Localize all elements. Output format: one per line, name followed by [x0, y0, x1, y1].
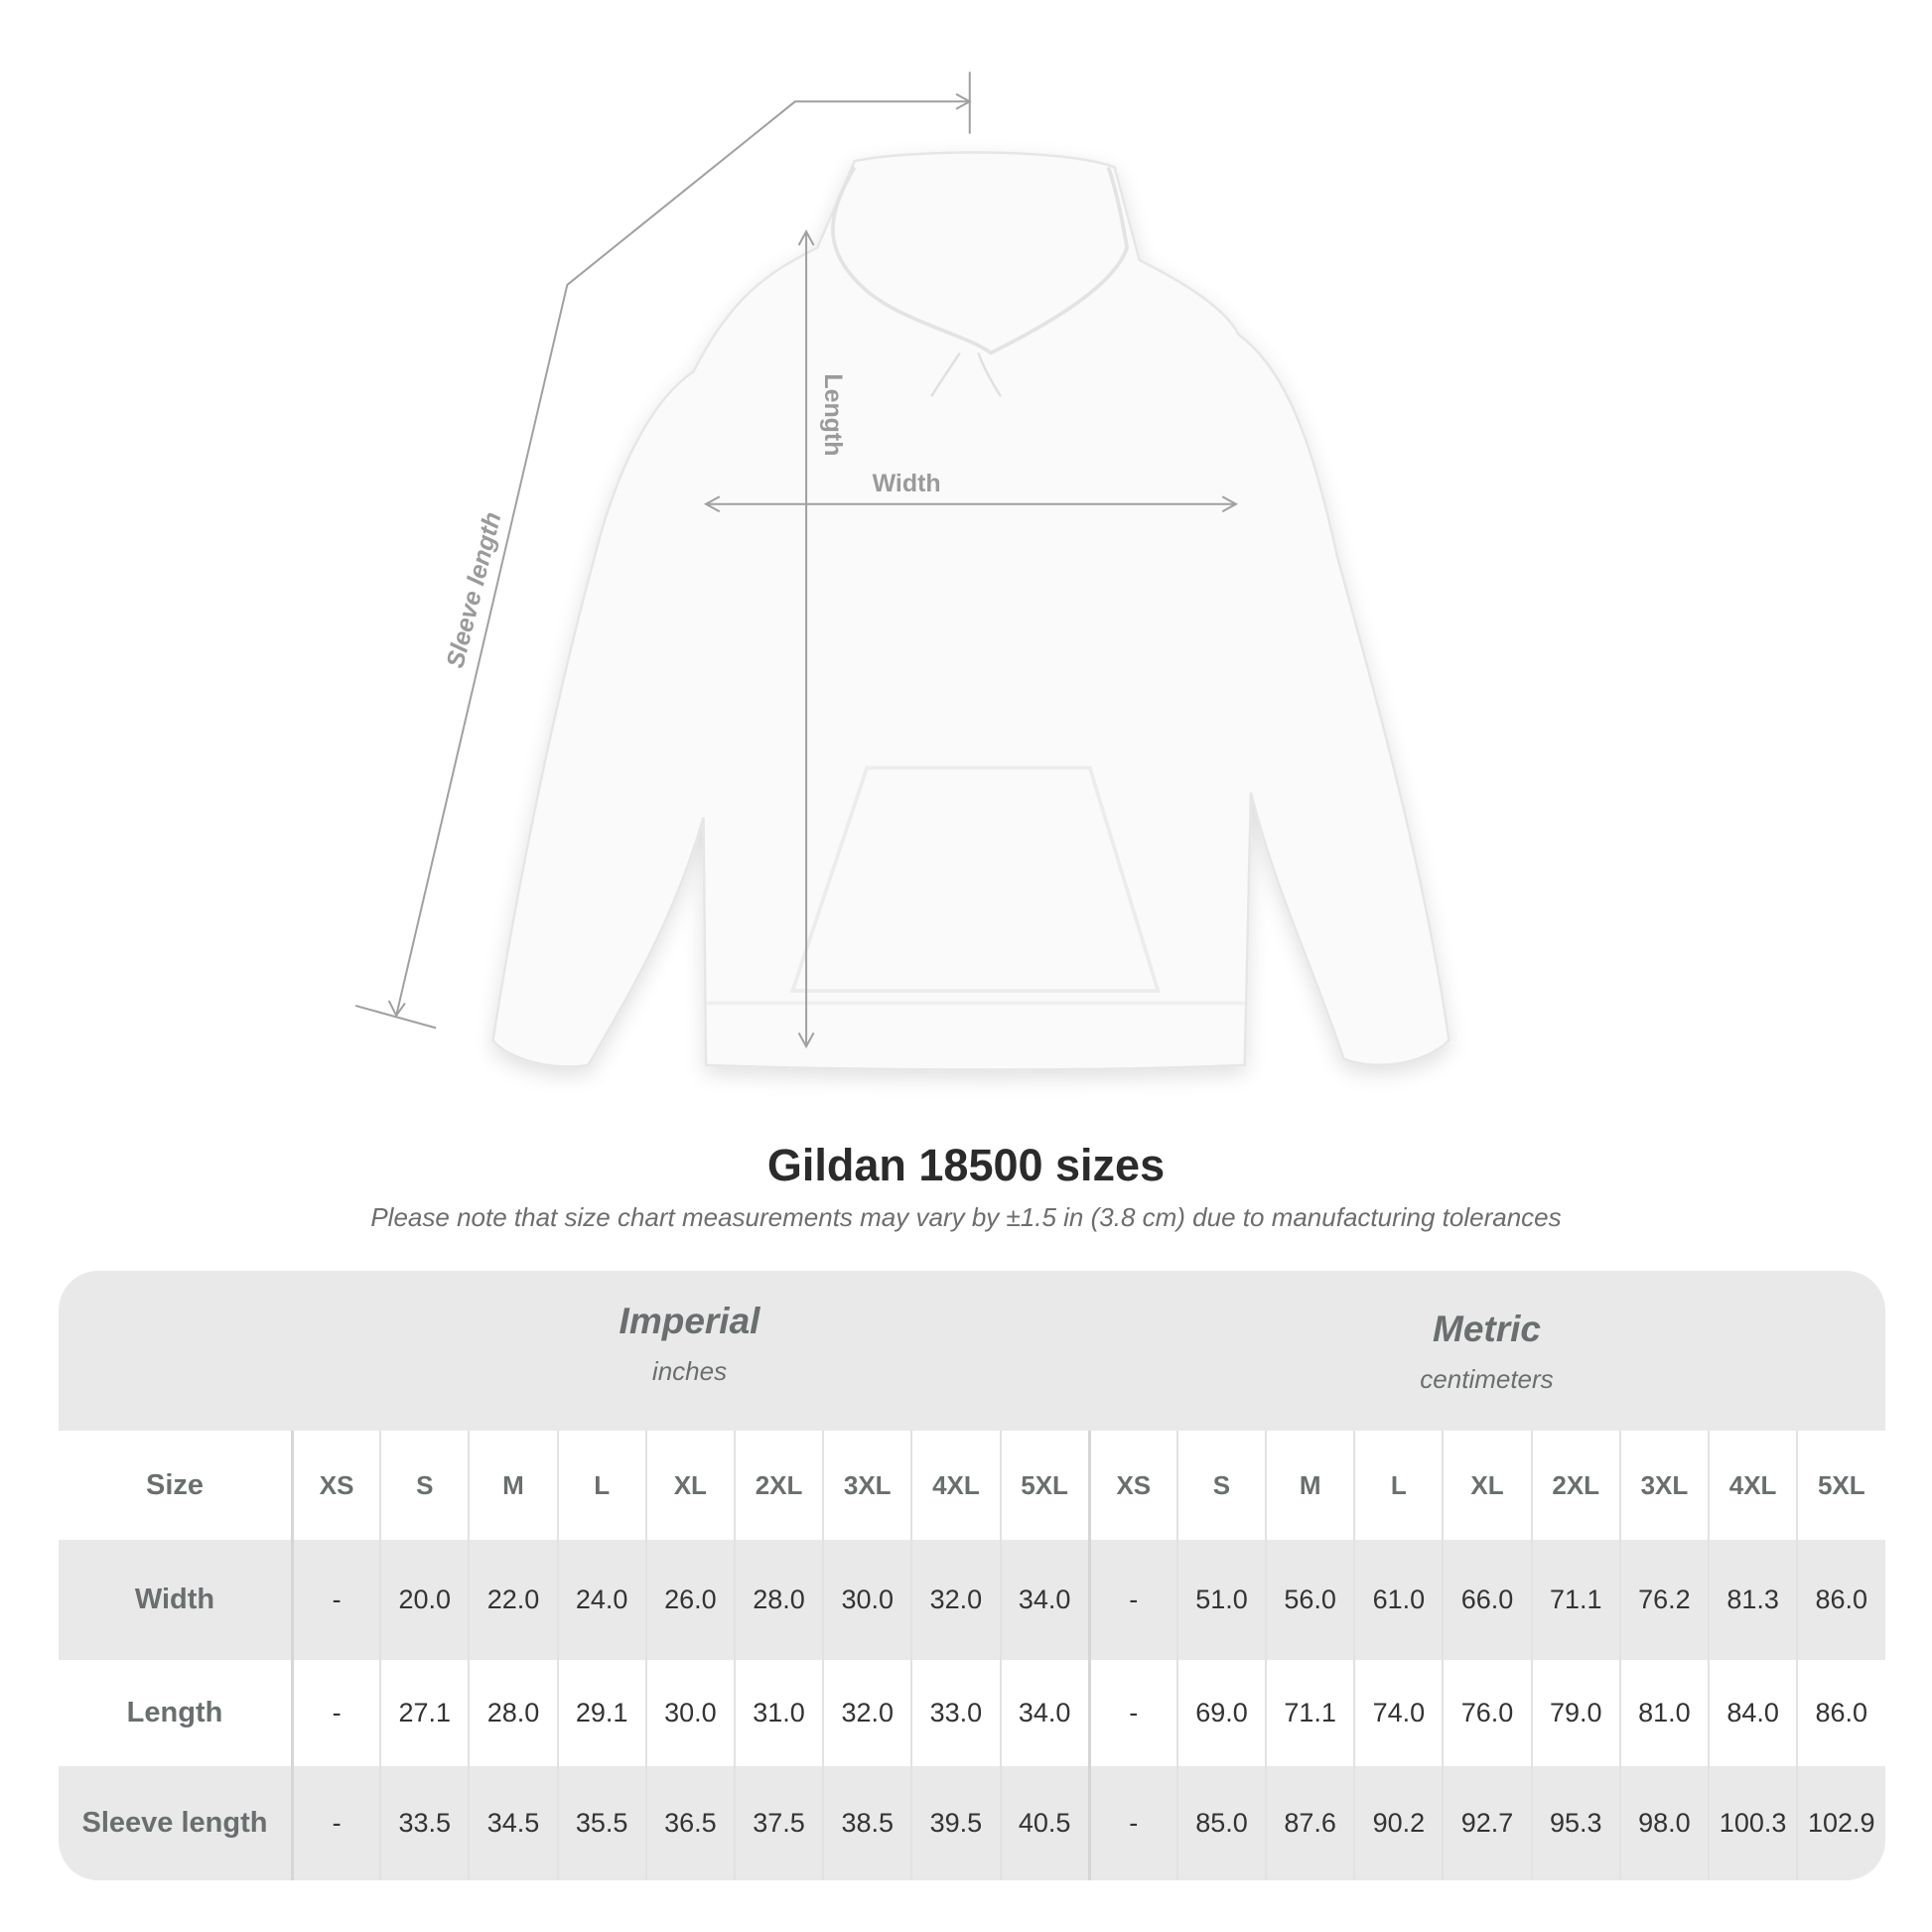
table-cell: 86.0	[1796, 1660, 1884, 1766]
width-label: Width	[873, 470, 941, 497]
tolerance-note: Please note that size chart measurements…	[370, 1202, 1562, 1232]
unit-header-band: Imperial inches Metric centimeters	[59, 1271, 1885, 1431]
size-chart-table: Imperial inches Metric centimeters Size X…	[59, 1271, 1885, 1880]
table-cell: 71.1	[1265, 1660, 1353, 1766]
table-cell: 35.5	[556, 1766, 645, 1880]
table-cell: 92.7	[1442, 1766, 1530, 1880]
imperial-title: Imperial	[619, 1301, 760, 1341]
table-cell: 86.0	[1796, 1540, 1884, 1660]
table-row: Sleeve length -33.5 34.5 35.5 36.5 37.5 38.5 39…	[59, 1766, 1885, 1880]
size-header-cell: 4XL	[910, 1431, 999, 1540]
table-cell: 31.0	[733, 1660, 822, 1766]
table-cell: 24.0	[556, 1540, 645, 1660]
table-cell: 30.0	[822, 1540, 910, 1660]
imperial-unit: inches	[651, 1356, 728, 1386]
table-cell: 95.3	[1530, 1766, 1619, 1880]
row-label: Width	[134, 1584, 215, 1615]
size-header-cell: L	[1353, 1431, 1442, 1540]
table-cell: 66.0	[1442, 1540, 1530, 1660]
table-cell: 28.0	[468, 1660, 556, 1766]
size-header-cell: 3XL	[1618, 1431, 1708, 1540]
size-header-cell: L	[556, 1431, 645, 1540]
table-cell: 69.0	[1175, 1660, 1265, 1766]
metric-title: Metric	[1433, 1309, 1541, 1349]
metric-unit: centimeters	[1420, 1364, 1554, 1394]
size-header-cell: XS	[291, 1431, 379, 1540]
table-cell: 85.0	[1175, 1766, 1265, 1880]
table-cell: 34.0	[999, 1660, 1088, 1766]
size-header-cell: XS	[1087, 1431, 1176, 1540]
row-label: Length	[126, 1697, 223, 1728]
table-cell: -	[291, 1540, 379, 1660]
table-cell: 33.5	[379, 1766, 468, 1880]
table-cell: 61.0	[1353, 1540, 1442, 1660]
page-title: Gildan 18500 sizes	[766, 1140, 1166, 1190]
size-header-cell: M	[1265, 1431, 1353, 1540]
table-cell: 34.5	[468, 1766, 556, 1880]
size-header-row: Size XS S M L XL 2XL 3XL 4XL 5XL XS S M L XL 2XL 3XL 4XL 5…	[59, 1431, 1885, 1540]
table-cell: 98.0	[1618, 1766, 1708, 1880]
size-header-cell: 2XL	[733, 1431, 822, 1540]
imperial-header: Imperial inches	[291, 1301, 1088, 1387]
table-cell: 26.0	[644, 1540, 734, 1660]
table-cell: 71.1	[1530, 1540, 1619, 1660]
table-cell: 33.0	[910, 1660, 999, 1766]
table-cell: 102.9	[1796, 1766, 1884, 1880]
table-cell: 30.0	[644, 1660, 734, 1766]
table-cell: 22.0	[468, 1540, 556, 1660]
sleeve-measure-line	[354, 71, 972, 1030]
row-label: Sleeve length	[81, 1807, 268, 1839]
table-cell: 38.5	[822, 1766, 910, 1880]
table-cell: 20.0	[379, 1540, 468, 1660]
size-header-cell: M	[468, 1431, 556, 1540]
size-header-cell: XL	[644, 1431, 734, 1540]
table-cell: 36.5	[644, 1766, 734, 1880]
table-cell: 32.0	[910, 1540, 999, 1660]
width-measure-line	[703, 495, 1239, 513]
table-cell: 100.3	[1708, 1766, 1796, 1880]
table-cell: -	[1087, 1660, 1176, 1766]
sleeve-length-label: Sleeve length	[441, 509, 506, 671]
table-cell: 34.0	[999, 1540, 1088, 1660]
table-cell: 74.0	[1353, 1660, 1442, 1766]
table-cell: 87.6	[1265, 1766, 1353, 1880]
size-header-cell: 5XL	[1796, 1431, 1884, 1540]
size-header-cell: 2XL	[1530, 1431, 1619, 1540]
table-cell: 81.0	[1618, 1660, 1708, 1766]
table-cell: 29.1	[556, 1660, 645, 1766]
table-cell: -	[291, 1660, 379, 1766]
length-label: Length	[819, 373, 847, 456]
length-measure-line	[797, 229, 815, 1049]
table-cell: 76.0	[1442, 1660, 1530, 1766]
size-header-cell: 4XL	[1708, 1431, 1796, 1540]
table-cell: 39.5	[910, 1766, 999, 1880]
table-cell: 51.0	[1175, 1540, 1265, 1660]
table-cell: -	[1087, 1540, 1176, 1660]
table-cell: -	[291, 1766, 379, 1880]
size-header-cell: XL	[1442, 1431, 1530, 1540]
table-cell: 56.0	[1265, 1540, 1353, 1660]
table-cell: 90.2	[1353, 1766, 1442, 1880]
size-header-cell: 5XL	[999, 1431, 1088, 1540]
table-row: Length -27.1 28.0 29.1 30.0 31.0 32.0 33.0 34.0-…	[59, 1660, 1885, 1766]
metric-header: Metric centimeters	[1088, 1309, 1885, 1395]
hoodie-image	[491, 151, 1450, 1071]
size-header-cell: S	[1175, 1431, 1265, 1540]
size-header-cell: S	[379, 1431, 468, 1540]
size-header-cell: 3XL	[822, 1431, 910, 1540]
table-cell: 40.5	[999, 1766, 1088, 1880]
table-cell: -	[1087, 1766, 1176, 1880]
table-cell: 81.3	[1708, 1540, 1796, 1660]
table-cell: 27.1	[379, 1660, 468, 1766]
row-label: Size	[145, 1468, 205, 1501]
table-cell: 84.0	[1708, 1660, 1796, 1766]
table-cell: 28.0	[733, 1540, 822, 1660]
table-cell: 76.2	[1618, 1540, 1708, 1660]
table-row: Width -20.0 22.0 24.0 26.0 28.0 30.0 32.0 34.0-5…	[59, 1540, 1885, 1660]
table-cell: 37.5	[733, 1766, 822, 1880]
table-cell: 32.0	[822, 1660, 910, 1766]
table-cell: 79.0	[1530, 1660, 1619, 1766]
